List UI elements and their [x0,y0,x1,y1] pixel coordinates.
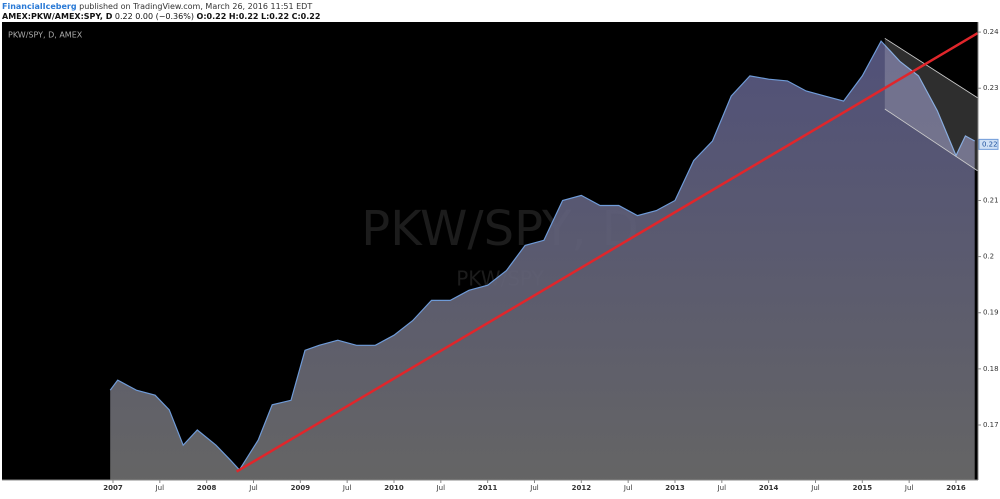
channel-line [884,37,978,99]
x-tick-label: 2007 [103,484,123,492]
symbol-line: AMEX:PKW/AMEX:SPY, D 0.22 0.00 (−0.36%) … [2,12,320,21]
y-tick-label: 0.19 [983,309,999,317]
x-tick-label: 2015 [853,484,873,492]
x-tick-label: 2010 [384,484,404,492]
x-tick-label: 2009 [291,484,311,492]
x-tick-label: 2008 [197,484,217,492]
x-tick-label: Jul [248,484,258,492]
symbol: AMEX:PKW/AMEX:SPY, D [2,12,113,21]
change: 0.22 0.00 (−0.36%) [115,12,194,21]
area-fill [110,41,975,480]
trend-line [235,32,979,473]
channel-line [884,108,978,172]
x-tick-label: Jul [717,484,727,492]
x-tick-label: 2014 [759,484,779,492]
x-tick-label: Jul [342,484,352,492]
x-tick-label: Jul [810,484,820,492]
channel-fill [884,38,978,171]
x-tick-label: 2016 [946,484,966,492]
ohlc: C:0.22 [292,12,321,21]
x-tick-label: Jul [904,484,914,492]
price-line [109,40,975,471]
last-price-badge [978,138,999,150]
x-tick-label: 2013 [665,484,685,492]
y-tick-label: 0.18 [983,365,999,373]
y-tick-label: 0.21 [983,196,999,204]
y-tick-label: 0.24 [983,28,999,36]
legend: PKW/SPY, D, AMEX [8,31,83,40]
x-tick-label: Jul [529,484,539,492]
x-tick-label: Jul [623,484,633,492]
author[interactable]: FinancialIceberg [2,2,77,11]
x-tick-label: 2011 [478,484,498,492]
x-tick-label: 2012 [572,484,592,492]
y-tick-label: 0.23 [983,84,999,92]
x-tick-label: Jul [436,484,446,492]
last-price-label: 0.22 [982,140,998,148]
ohlc: L:0.22 [261,12,289,21]
ohlc: H:0.22 [229,12,259,21]
y-tick-label: 0.2 [983,253,994,261]
header-line: FinancialIceberg published on TradingVie… [2,2,312,11]
x-tick-label: Jul [155,484,165,492]
y-tick-label: 0.17 [983,421,999,429]
published: published on TradingView.com, March 26, … [79,2,312,11]
ohlc: O:0.22 [197,12,227,21]
